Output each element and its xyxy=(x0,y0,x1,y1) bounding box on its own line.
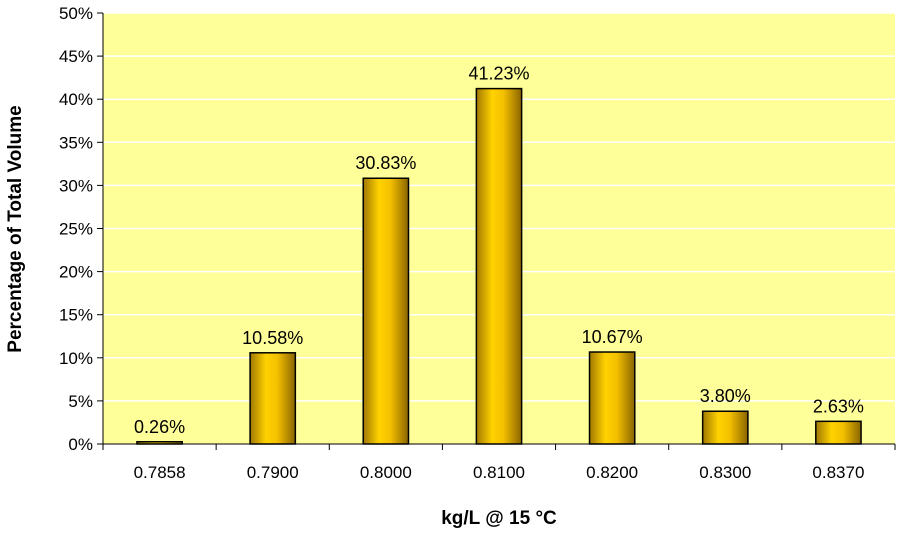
y-tick-label: 50% xyxy=(59,4,93,23)
y-axis-title: Percentage of Total Volume xyxy=(5,105,26,352)
bar xyxy=(701,410,749,445)
data-label: 0.26% xyxy=(134,417,185,437)
x-tick-label: 0.8370 xyxy=(812,463,864,482)
data-label: 3.80% xyxy=(700,386,751,406)
y-tick-label: 35% xyxy=(59,133,93,152)
y-tick-label: 20% xyxy=(59,263,93,282)
bars xyxy=(136,87,862,445)
bar xyxy=(475,87,523,445)
y-tick-label: 0% xyxy=(68,435,93,454)
x-tick-label: 0.8300 xyxy=(699,463,751,482)
data-labels: 0.26% 10.58% 30.83% 41.23% 10.67% 3.80% 2.63% xyxy=(134,64,864,437)
x-tick-labels: 0.7858 0.7900 0.8000 0.8100 0.8200 0.8300 0.83… xyxy=(134,463,865,482)
x-tick-label: 0.7858 xyxy=(134,463,186,482)
data-label: 10.58% xyxy=(242,328,303,348)
y-tick-label: 5% xyxy=(68,392,93,411)
x-tick-label: 0.7900 xyxy=(247,463,299,482)
x-tick-label: 0.8200 xyxy=(586,463,638,482)
y-tick-label: 25% xyxy=(59,220,93,239)
data-label: 10.67% xyxy=(582,327,643,347)
bar xyxy=(815,420,862,445)
y-tick-label: 45% xyxy=(59,47,93,66)
bar xyxy=(362,177,410,445)
y-tick-label: 10% xyxy=(59,349,93,368)
x-axis-title: kg/L @ 15 °C xyxy=(441,508,557,529)
data-label: 30.83% xyxy=(355,153,416,173)
x-tick-label: 0.8100 xyxy=(473,463,525,482)
data-label: 41.23% xyxy=(468,64,529,84)
y-tick-labels: 0% 5% 10% 15% 20% 25% 30% 35% 40% 45% 50% xyxy=(59,4,93,454)
y-tick-label: 40% xyxy=(59,90,93,109)
data-label: 2.63% xyxy=(813,396,864,416)
y-tick-label: 30% xyxy=(59,176,93,195)
bar xyxy=(588,351,636,445)
bar xyxy=(249,352,297,445)
y-tick-label: 15% xyxy=(59,306,93,325)
x-tick-label: 0.8000 xyxy=(360,463,412,482)
axes xyxy=(97,12,896,450)
